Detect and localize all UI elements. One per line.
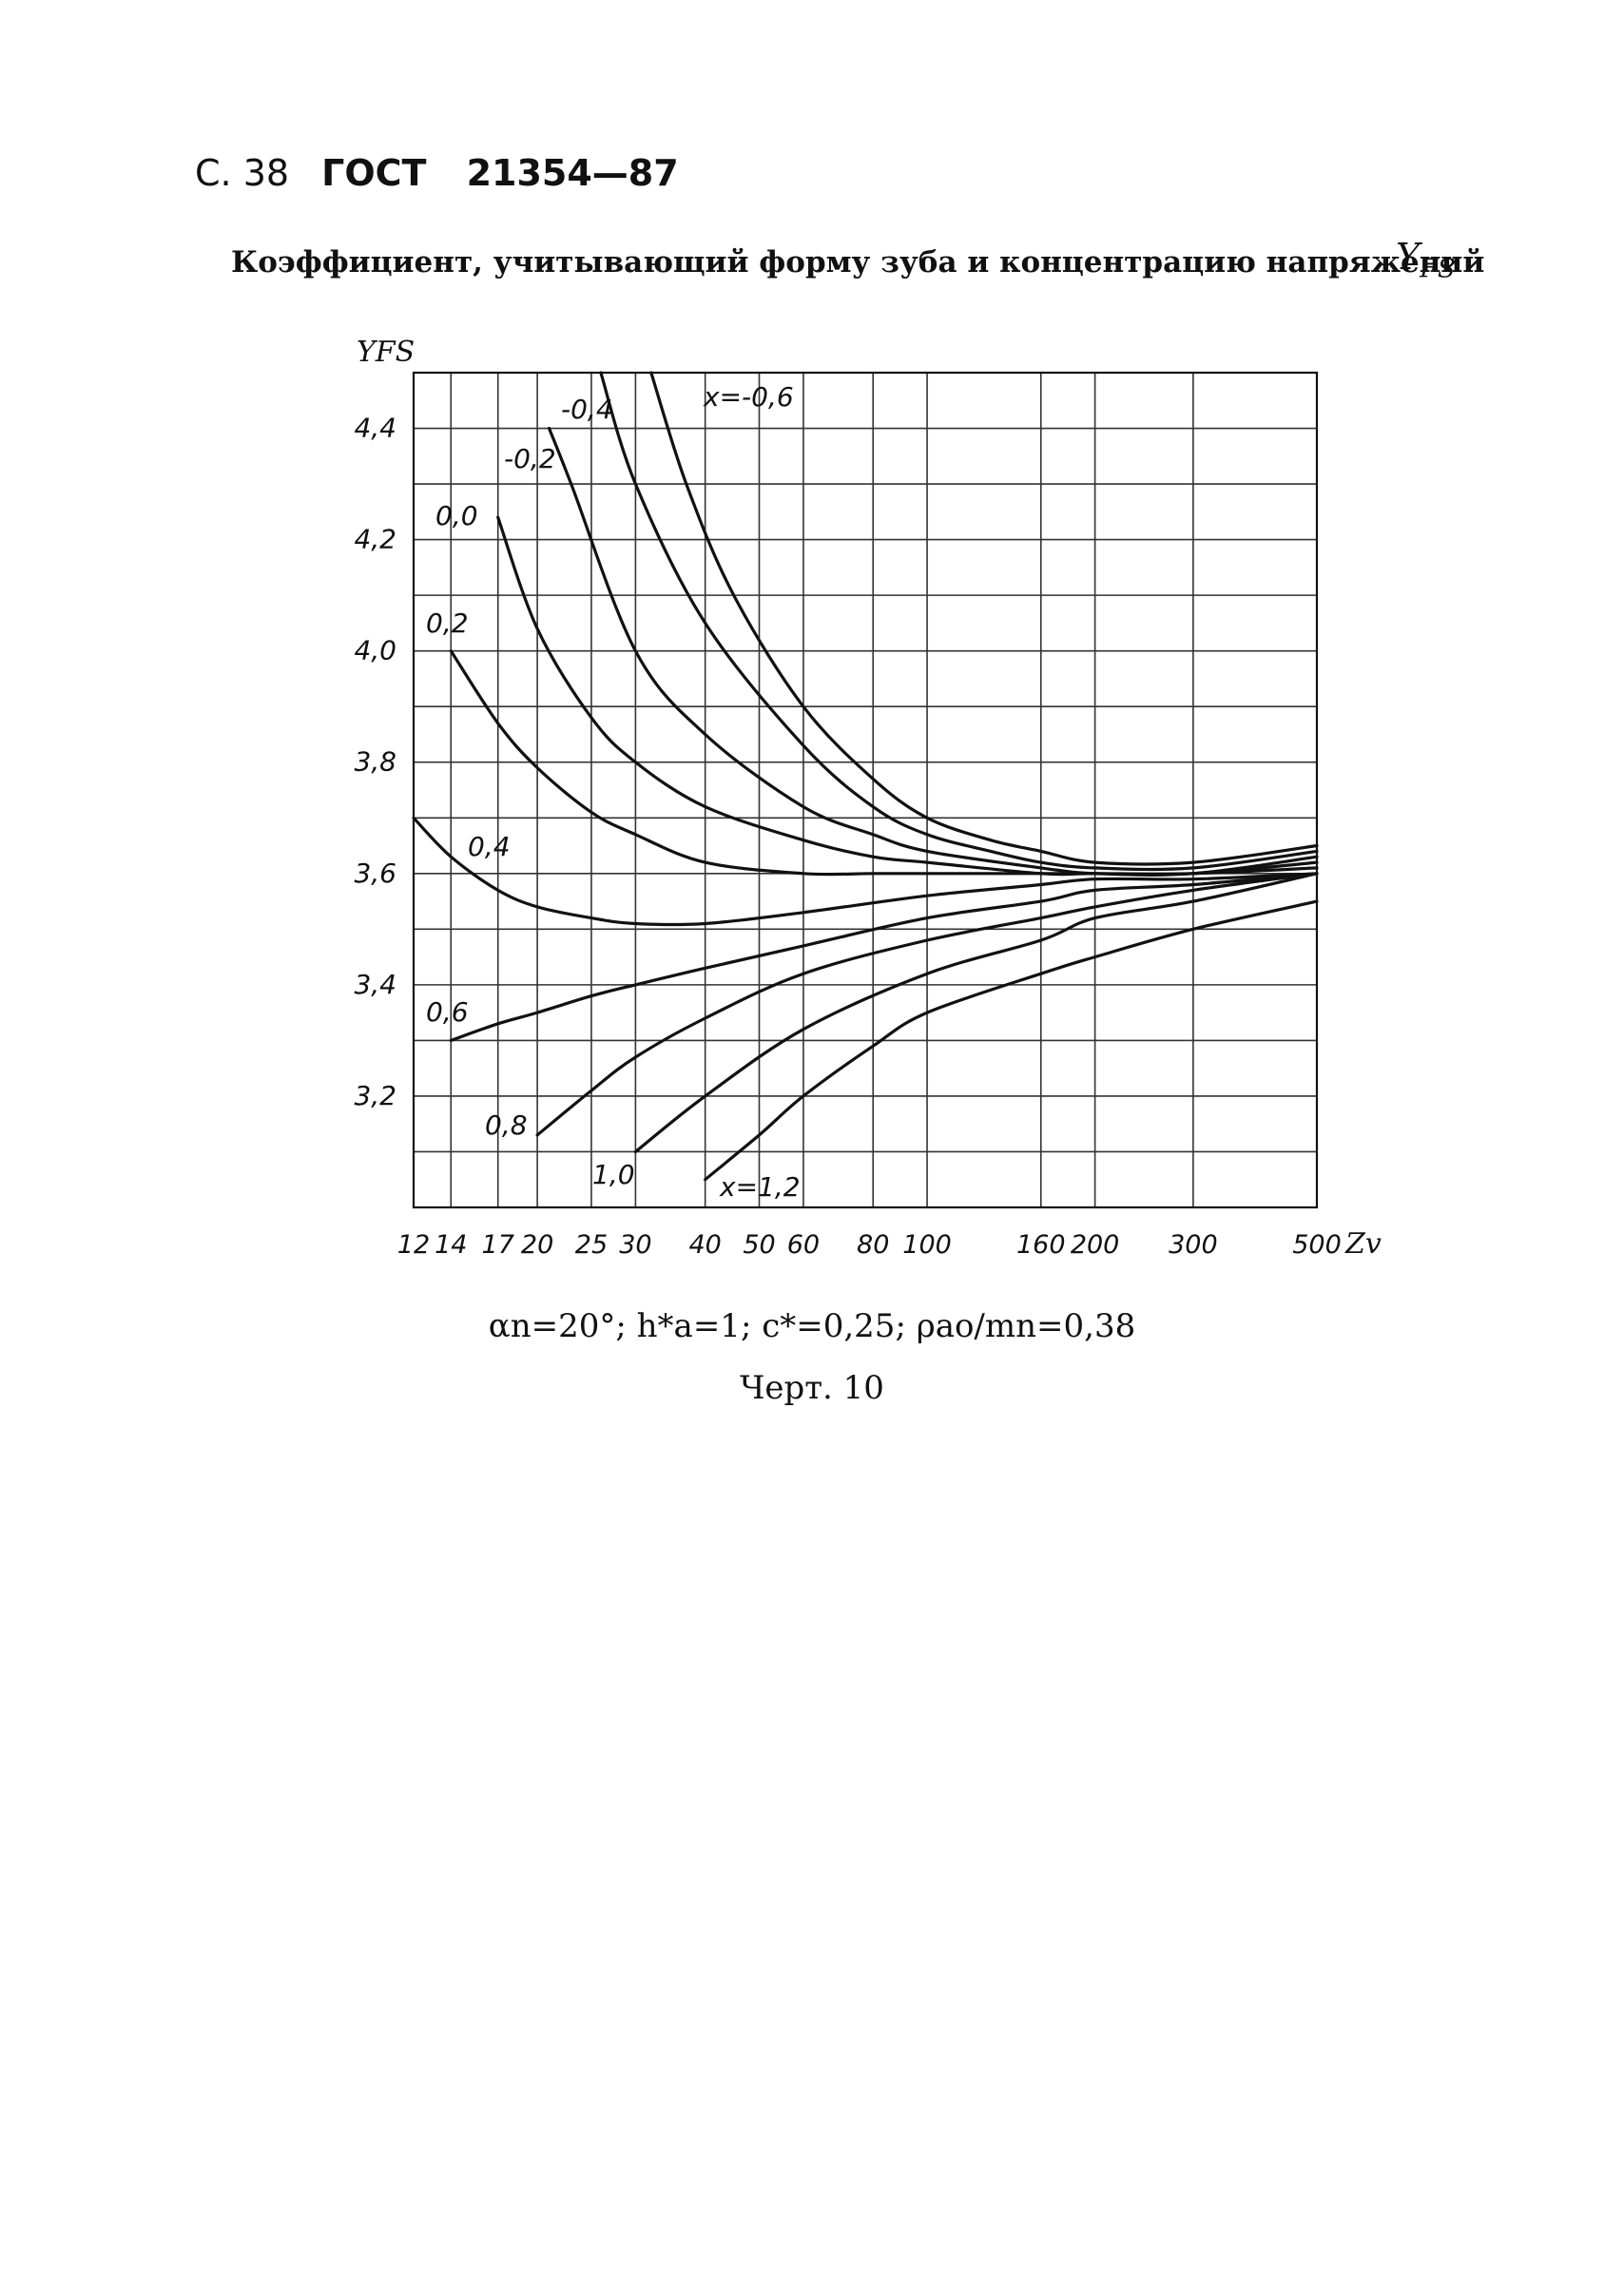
x-tick-label: 200 bbox=[1071, 1230, 1120, 1260]
page-header: С. 38 ГОСТ 21354—87 bbox=[195, 152, 679, 194]
x-tick-label: 50 bbox=[743, 1230, 775, 1260]
y-axis-label: YFS bbox=[357, 336, 415, 369]
page-number: С. 38 bbox=[195, 152, 290, 194]
chart: 12 14 17 20 25 30 40 50 60 80 100 160 200 300 500 3,2 3,… bbox=[354, 336, 1382, 1261]
plot-frame bbox=[412, 371, 1319, 1209]
series-label: 0,0 bbox=[435, 500, 478, 531]
x-tick-label: 25 bbox=[575, 1230, 608, 1260]
x-tick-label: 100 bbox=[902, 1230, 952, 1260]
y-tick-label: 3,8 bbox=[354, 746, 396, 778]
figure-caption: Черт. 10 bbox=[740, 1369, 884, 1407]
series-line bbox=[449, 872, 1319, 1042]
series-label: -0,4 bbox=[561, 394, 613, 425]
x-tick-label: 20 bbox=[521, 1230, 553, 1260]
x-tick-label: 17 bbox=[482, 1230, 514, 1260]
y-tick-label: 3,4 bbox=[354, 969, 396, 1000]
x-tick-label: 500 bbox=[1292, 1230, 1342, 1260]
chart-title: Коэффициент, учитывающий форму зуба и ко… bbox=[231, 245, 1485, 280]
symbol-sub: FS bbox=[1420, 254, 1456, 284]
series-line bbox=[599, 371, 1319, 872]
series-line bbox=[412, 816, 1319, 927]
series-line bbox=[649, 371, 1319, 866]
y-tick-label: 3,6 bbox=[354, 858, 396, 889]
standard-name: ГОСТ bbox=[321, 152, 427, 194]
y-tick-label: 4,2 bbox=[354, 524, 396, 555]
series-line bbox=[449, 649, 1319, 877]
x-tick-label: 80 bbox=[857, 1230, 889, 1260]
chart-parameters: αn=20°; h*a=1; c*=0,25; ρao/mn=0,38 bbox=[488, 1307, 1136, 1345]
symbol-main: Y bbox=[1396, 236, 1421, 278]
x-tick-label: 14 bbox=[435, 1230, 467, 1260]
x-tick-label: 40 bbox=[688, 1230, 721, 1260]
standard-number: 21354—87 bbox=[466, 152, 679, 194]
series-label: -0,2 bbox=[504, 443, 556, 474]
series-label: x=1,2 bbox=[719, 1171, 801, 1203]
series-label: 0,6 bbox=[426, 996, 469, 1028]
series-line bbox=[704, 899, 1319, 1182]
series-label: x=-0,6 bbox=[703, 381, 794, 413]
chart-symbol: YFS bbox=[1396, 236, 1455, 284]
series-line bbox=[496, 515, 1319, 877]
x-tick-label: 300 bbox=[1169, 1230, 1218, 1260]
y-tick-label: 3,2 bbox=[354, 1080, 396, 1111]
series-label: 1,0 bbox=[592, 1159, 635, 1190]
x-tick-label: 160 bbox=[1016, 1230, 1066, 1260]
series-line bbox=[535, 872, 1319, 1137]
series-label: 0,8 bbox=[485, 1109, 528, 1141]
x-axis-label: Zv bbox=[1344, 1227, 1382, 1261]
series-line bbox=[633, 872, 1319, 1154]
x-tick-label: 30 bbox=[619, 1230, 651, 1260]
series-label: 0,4 bbox=[468, 831, 511, 862]
series-label: 0,2 bbox=[426, 608, 469, 639]
x-tick-label: 60 bbox=[787, 1230, 820, 1260]
y-tick-label: 4,4 bbox=[354, 413, 396, 444]
y-tick-label: 4,0 bbox=[354, 635, 396, 666]
x-tick-label: 12 bbox=[397, 1230, 430, 1260]
